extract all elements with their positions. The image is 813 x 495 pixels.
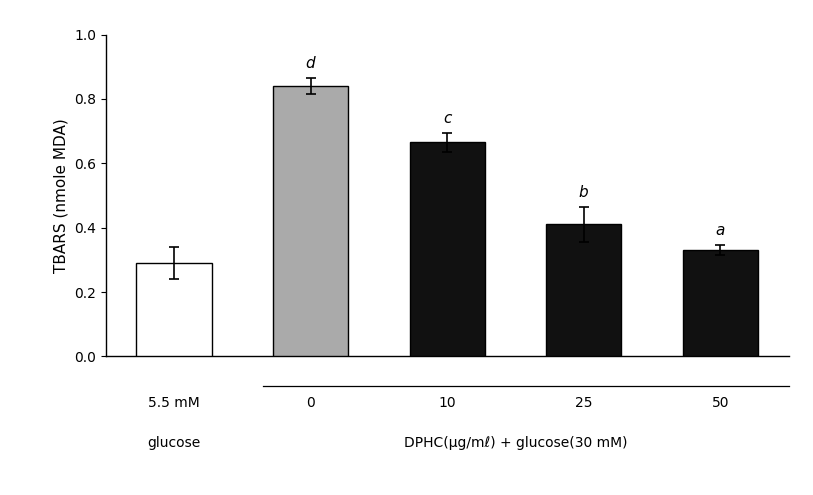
- Text: 25: 25: [575, 396, 593, 410]
- Text: 5.5 mM: 5.5 mM: [148, 396, 200, 410]
- Y-axis label: TBARS (nmole MDA): TBARS (nmole MDA): [54, 118, 68, 273]
- Text: DPHC(μg/mℓ) + glucose(30 mM): DPHC(μg/mℓ) + glucose(30 mM): [404, 436, 627, 450]
- Text: 10: 10: [438, 396, 456, 410]
- Text: d: d: [306, 56, 315, 71]
- Text: a: a: [715, 223, 725, 238]
- Text: 50: 50: [711, 396, 729, 410]
- Bar: [410, 143, 485, 356]
- Text: b: b: [579, 185, 589, 199]
- Bar: [273, 86, 348, 356]
- Bar: [683, 250, 758, 356]
- Bar: [137, 263, 211, 356]
- Text: 0: 0: [307, 396, 315, 410]
- Text: c: c: [443, 111, 451, 126]
- Text: glucose: glucose: [147, 436, 201, 450]
- Bar: [546, 224, 621, 356]
